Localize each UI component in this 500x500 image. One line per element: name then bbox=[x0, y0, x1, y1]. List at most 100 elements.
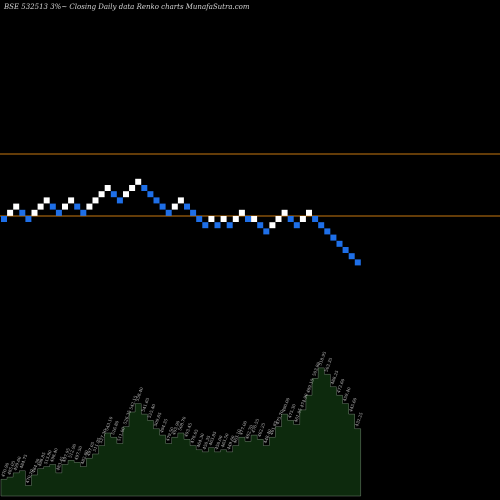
volume-label: 489.15 bbox=[305, 378, 315, 394]
renko-brick bbox=[80, 209, 87, 216]
renko-bricks bbox=[1, 178, 361, 266]
volume-label: 497.50 bbox=[73, 445, 83, 461]
volume-label: 541.65 bbox=[141, 397, 151, 413]
volume-label: 461.05 bbox=[293, 407, 303, 423]
renko-brick bbox=[19, 209, 26, 216]
volume-label: 499.60 bbox=[12, 455, 22, 471]
volume-label: 511.95 bbox=[92, 437, 102, 453]
renko-brick bbox=[147, 191, 154, 198]
volume-label: 525.40 bbox=[147, 403, 157, 419]
renko-brick bbox=[98, 191, 105, 198]
volume-label: 462.70 bbox=[244, 424, 254, 440]
renko-brick bbox=[342, 247, 349, 253]
renko-brick bbox=[281, 209, 288, 216]
renko-brick bbox=[141, 185, 148, 191]
volume-label: 475.70 bbox=[275, 409, 285, 425]
renko-brick bbox=[135, 178, 142, 185]
renko-brick bbox=[68, 197, 75, 204]
renko-brick bbox=[238, 209, 245, 216]
volume-label: 470.20 bbox=[25, 468, 35, 484]
renko-brick bbox=[208, 216, 215, 222]
volume-label: 450.00 bbox=[214, 434, 224, 450]
renko-brick bbox=[232, 216, 239, 222]
renko-brick bbox=[177, 197, 184, 204]
volume-label: 449.60 bbox=[226, 434, 236, 450]
volume-label: 490.00 bbox=[281, 397, 291, 413]
renko-brick bbox=[171, 203, 178, 210]
renko-brick bbox=[49, 203, 56, 210]
volume-label: 450.35 bbox=[202, 434, 212, 450]
renko-brick bbox=[263, 228, 270, 235]
renko-brick bbox=[318, 222, 325, 229]
chart-title: BSE 532513 3%~ Closing Daily data Renko … bbox=[4, 3, 250, 11]
volume-label: 526.80 bbox=[110, 420, 120, 436]
volume-label: 484.75 bbox=[19, 453, 29, 469]
volume-label: 543.10 bbox=[104, 416, 114, 432]
renko-brick bbox=[62, 203, 68, 210]
volume-label: 432.25 bbox=[354, 411, 364, 427]
renko-brick bbox=[116, 197, 123, 204]
renko-brick bbox=[13, 203, 20, 210]
renko-brick bbox=[312, 216, 319, 222]
renko-brick bbox=[336, 240, 343, 247]
renko-brick bbox=[92, 197, 99, 204]
volume-label: 508.70 bbox=[177, 416, 187, 432]
renko-brick bbox=[153, 197, 160, 204]
volume-label: 473.60 bbox=[336, 378, 346, 394]
renko-brick bbox=[129, 185, 136, 191]
volume-label: 483.45 bbox=[55, 455, 65, 471]
renko-brick bbox=[257, 222, 264, 229]
volume-label: 477.00 bbox=[238, 420, 248, 436]
renko-brick bbox=[165, 209, 172, 216]
volume-label: 474.90 bbox=[299, 392, 309, 408]
renko-brick bbox=[37, 203, 44, 210]
volume-label: 448.40 bbox=[263, 428, 273, 444]
volume-label: 470.90 bbox=[0, 462, 10, 478]
volume-label: 494.35 bbox=[159, 418, 169, 434]
volume-label: 558.40 bbox=[134, 386, 144, 402]
volume-label: 461.85 bbox=[269, 420, 279, 436]
volume-label: 527.30 bbox=[98, 428, 108, 444]
renko-brick bbox=[1, 216, 7, 222]
volume-label: 503.80 bbox=[311, 361, 321, 377]
volume-label: 478.65 bbox=[189, 428, 199, 444]
volume-label: 488.25 bbox=[330, 369, 340, 385]
renko-brick bbox=[214, 222, 221, 229]
renko-brick bbox=[7, 209, 14, 216]
renko-brick bbox=[330, 234, 337, 241]
volume-label: 498.40 bbox=[49, 447, 59, 463]
volume-label: 485.05 bbox=[6, 460, 16, 476]
volume-label: 463.50 bbox=[220, 432, 230, 448]
renko-brick bbox=[293, 222, 300, 229]
volume-label: 503.35 bbox=[324, 357, 334, 373]
renko-brick bbox=[86, 203, 93, 210]
volume-label: 462.25 bbox=[256, 422, 266, 438]
renko-brick bbox=[275, 216, 282, 222]
renko-brick bbox=[202, 222, 209, 229]
renko-brick bbox=[31, 209, 38, 216]
volume-label: 511.00 bbox=[116, 426, 126, 442]
renko-brick bbox=[110, 191, 117, 198]
renko-brick bbox=[348, 253, 355, 260]
renko-brick bbox=[299, 216, 306, 222]
renko-brick bbox=[245, 216, 251, 222]
volume-label: 445.60 bbox=[348, 397, 358, 413]
volume-label: 482.60 bbox=[80, 449, 90, 465]
renko-brick bbox=[190, 209, 197, 216]
volume-label: 493.45 bbox=[183, 422, 193, 438]
volume-label: 542.15 bbox=[128, 395, 138, 411]
renko-brick bbox=[43, 197, 50, 204]
volume-label: 513.80 bbox=[43, 449, 53, 465]
volume-label: 518.95 bbox=[317, 350, 327, 366]
volume-label: 484.30 bbox=[31, 458, 41, 474]
volume-path bbox=[0, 367, 362, 497]
volume-label: 464.30 bbox=[195, 432, 205, 448]
renko-brick bbox=[220, 216, 227, 222]
volume-label: 526.35 bbox=[122, 409, 132, 425]
renko-brick bbox=[324, 228, 331, 235]
volume-label: 479.50 bbox=[165, 426, 175, 442]
renko-brick bbox=[159, 203, 166, 210]
volume-label: 512.90 bbox=[67, 443, 77, 459]
renko-brick bbox=[184, 203, 190, 210]
